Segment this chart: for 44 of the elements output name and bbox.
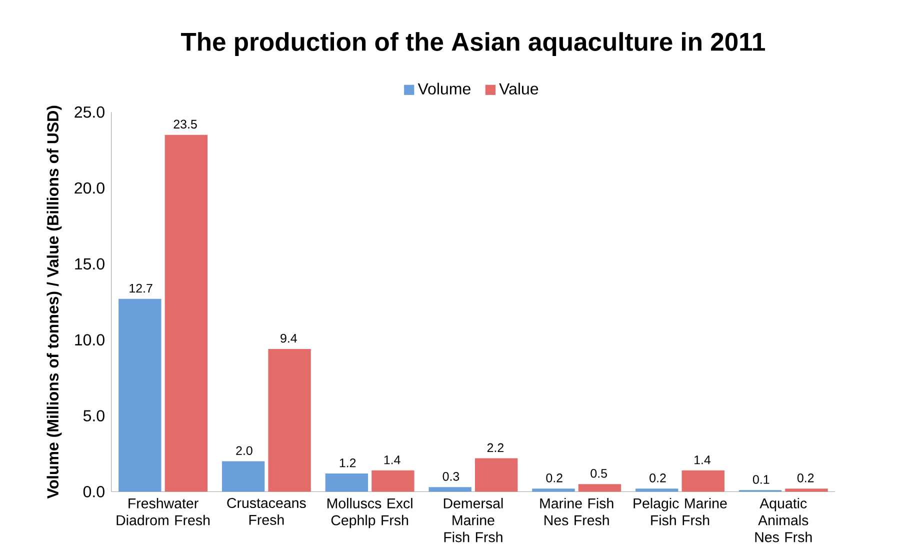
data-label: 1.4 [384,456,400,464]
data-label: 23.5 [174,120,197,129]
y-tick-label: 10.0 [75,334,104,346]
data-label: 1.4 [694,456,711,464]
legend-label: Volume [418,82,470,95]
data-label: 0.2 [546,474,562,482]
chart-title: The production of the Asian aquaculture in 2011 [181,32,765,56]
bar [428,487,472,492]
x-tick-label: Marine Fish Nes Fresh [540,498,614,526]
legend-label: Value [499,82,538,95]
data-label: 0.2 [797,474,814,482]
data-label: 0.3 [442,472,460,481]
bar [325,473,368,492]
data-label: 2.2 [487,443,504,452]
y-tick-label: 25.0 [74,106,104,118]
y-axis-title: Volume (Millions of tonnes) / Value (Billions of USD) [46,106,62,499]
bar [578,484,622,492]
bar [474,458,518,492]
x-tick-label: Crustaceans Fresh [227,498,306,525]
data-label: 9.4 [280,334,297,343]
data-label: 2.0 [236,446,252,456]
data-label: 12.7 [130,284,152,293]
y-tick-label: 5.0 [83,410,104,422]
x-tick-label: Freshwater Diadrom Fresh [116,498,210,526]
data-label: 0.2 [650,474,666,482]
bar [268,348,311,492]
y-tick-label: 0.0 [83,486,104,498]
bar [118,298,162,492]
x-tick-label: Aquatic Animals Nes Frsh [755,498,812,542]
bar [222,461,265,492]
x-tick-label: Molluscs Excl Cephlp Frsh [328,498,412,528]
bar [682,470,724,492]
bar [532,488,575,492]
y-tick-label: 15.0 [75,258,104,270]
data-label: 1.2 [340,458,356,468]
bar [372,470,414,492]
data-label: 0.1 [752,475,770,484]
bar [785,488,828,492]
x-tick-label: Demersal Marine Fish Frsh [444,498,503,542]
bar [636,488,678,492]
bar [164,134,208,492]
data-label: 0.5 [590,469,607,478]
y-tick-label: 20.0 [74,182,104,194]
x-tick-label: Pelagic Marine Fish Frsh [634,498,727,526]
